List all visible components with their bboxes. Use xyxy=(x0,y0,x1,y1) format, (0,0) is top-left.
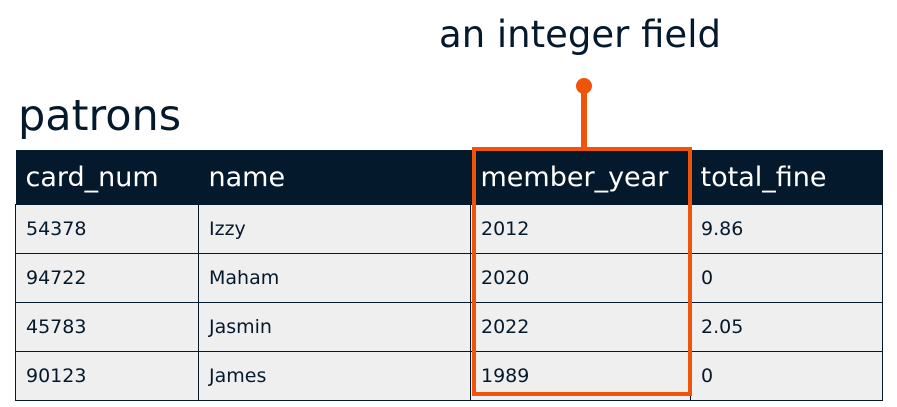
column-header-total-fine: total_fine xyxy=(690,150,883,205)
annotation-connector xyxy=(581,88,587,150)
cell-member-year: 2020 xyxy=(470,253,691,303)
cell-name: Maham xyxy=(198,253,471,303)
table-row: 54378 Izzy 2012 9.86 xyxy=(15,204,883,254)
cell-total-fine: 0 xyxy=(690,351,883,401)
table-row: 45783 Jasmin 2022 2.05 xyxy=(15,302,883,352)
cell-total-fine: 9.86 xyxy=(690,204,883,254)
cell-total-fine: 0 xyxy=(690,253,883,303)
patrons-table: card_num name member_year total_fine 543… xyxy=(15,150,883,401)
cell-name: Jasmin xyxy=(198,302,471,352)
column-header-card-num: card_num xyxy=(15,150,199,205)
cell-total-fine: 2.05 xyxy=(690,302,883,352)
cell-card-num: 90123 xyxy=(15,351,199,401)
cell-member-year: 2012 xyxy=(470,204,691,254)
annotation-dot xyxy=(576,78,592,94)
cell-card-num: 45783 xyxy=(15,302,199,352)
table-row: 94722 Maham 2020 0 xyxy=(15,253,883,303)
cell-card-num: 54378 xyxy=(15,204,199,254)
column-header-member-year: member_year xyxy=(470,150,691,205)
column-header-name: name xyxy=(198,150,471,205)
table-row: 90123 James 1989 0 xyxy=(15,351,883,401)
table-title: patrons xyxy=(18,91,182,141)
cell-card-num: 94722 xyxy=(15,253,199,303)
cell-member-year: 1989 xyxy=(470,351,691,401)
annotation-label: an integer field xyxy=(439,13,721,56)
cell-member-year: 2022 xyxy=(470,302,691,352)
table-header-row: card_num name member_year total_fine xyxy=(15,150,883,205)
cell-name: James xyxy=(198,351,471,401)
cell-name: Izzy xyxy=(198,204,471,254)
